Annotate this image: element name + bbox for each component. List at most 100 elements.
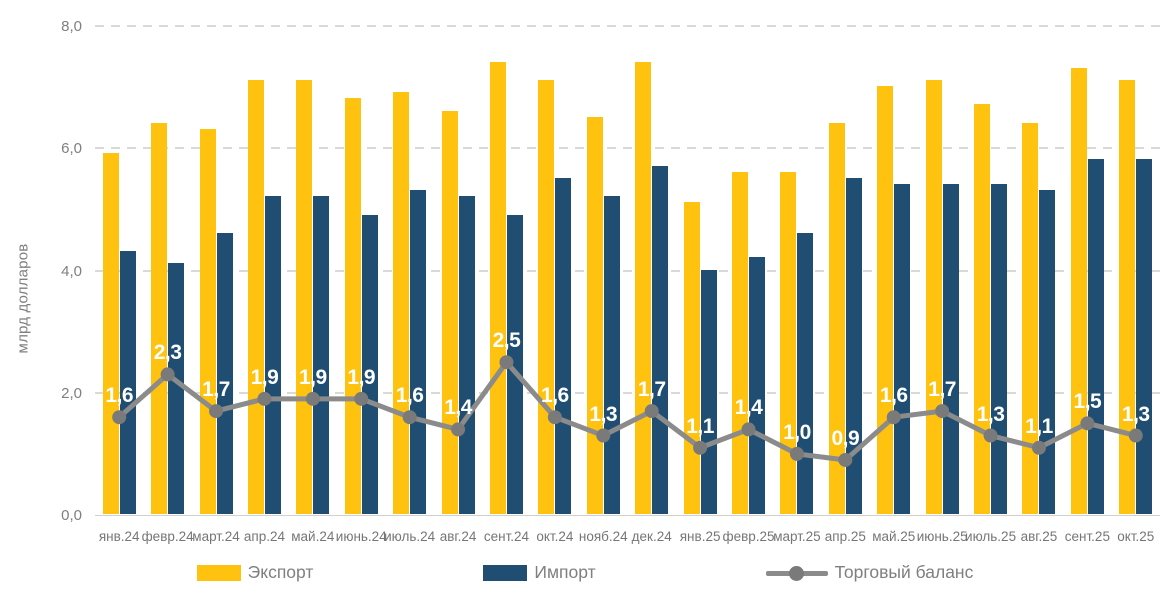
line-marker	[596, 428, 611, 443]
bar-export	[151, 122, 168, 514]
legend: Экспорт Импорт Торговый баланс	[0, 562, 1170, 583]
line-marker	[209, 404, 224, 419]
bar-export	[102, 153, 119, 514]
line-marker	[983, 428, 998, 443]
x-tick-label: окт.25	[1117, 529, 1155, 544]
x-tick-label: июнь.24	[335, 529, 387, 544]
bar-import	[1039, 190, 1056, 514]
y-axis-title: млрд долларов	[14, 243, 32, 354]
bar-export	[780, 171, 797, 514]
x-tick-label: февр.25	[722, 529, 775, 544]
bar-export	[296, 80, 313, 514]
line-marker	[1080, 416, 1095, 431]
line-marker	[789, 446, 804, 461]
gridline-8,0	[95, 25, 1160, 27]
bar-export	[877, 86, 894, 514]
y-tick-label: 0,0	[61, 507, 82, 524]
legend-item-import: Импорт	[483, 562, 596, 583]
balance-data-label: 1,4	[734, 396, 763, 420]
balance-data-label: 1,3	[976, 402, 1005, 426]
bar-import	[845, 177, 862, 514]
bar-import	[168, 263, 185, 514]
x-tick-label: март.24	[192, 529, 240, 544]
bar-export	[247, 80, 264, 514]
bar-import	[216, 232, 233, 514]
bar-export	[828, 122, 845, 514]
bar-import	[749, 257, 766, 514]
bar-export	[199, 128, 216, 514]
bar-import	[1136, 159, 1153, 514]
balance-data-label: 1,6	[879, 384, 908, 408]
bar-export	[1022, 122, 1039, 514]
balance-data-label: 1,4	[444, 396, 472, 420]
gridline-6,0	[95, 147, 1160, 150]
legend-label: Торговый баланс	[834, 562, 974, 582]
bar-import	[361, 214, 378, 514]
x-tick-label: сент.24	[483, 529, 530, 544]
line-marker	[305, 391, 320, 406]
x-tick-label: окт.24	[536, 529, 574, 544]
balance-data-label: 2,3	[153, 341, 182, 365]
bar-export	[1119, 80, 1136, 514]
x-tick-label: нояб.24	[578, 529, 628, 544]
x-tick-label: май.25	[872, 529, 916, 544]
bar-export	[974, 104, 991, 514]
x-tick-label: янв.25	[679, 529, 721, 544]
line-marker	[547, 410, 562, 425]
legend-line-dot	[788, 565, 804, 581]
x-tick-label: июль.24	[384, 529, 436, 544]
balance-data-label: 1,7	[637, 378, 666, 402]
bar-export	[635, 61, 652, 514]
line-marker	[160, 367, 175, 382]
line-marker	[741, 422, 756, 437]
bar-import	[942, 183, 959, 514]
balance-data-label: 0,9	[831, 426, 860, 450]
balance-data-label: 1,9	[250, 365, 279, 389]
x-tick-label: сент.25	[1064, 529, 1110, 544]
legend-line-marker-icon	[765, 565, 828, 581]
x-tick-label: май.24	[291, 529, 335, 544]
y-tick-label: 6,0	[61, 140, 82, 158]
bar-export	[344, 98, 361, 514]
line-marker	[1128, 428, 1143, 443]
gridline-0,0	[95, 515, 1160, 516]
balance-data-label: 1,9	[347, 365, 376, 389]
legend-swatch-icon	[483, 564, 528, 581]
bar-import	[119, 251, 136, 514]
y-tick-label: 8,0	[61, 18, 82, 35]
balance-data-label: 1,7	[928, 378, 956, 402]
balance-data-label: 2,5	[492, 329, 521, 353]
line-marker	[935, 404, 950, 419]
balance-data-label: 1,1	[1025, 414, 1053, 438]
x-tick-label: июль.25	[965, 529, 1017, 544]
y-tick-label: 4,0	[61, 262, 82, 280]
bar-export	[586, 116, 603, 514]
bar-import	[506, 214, 523, 514]
bar-export	[1070, 67, 1087, 514]
line-marker	[693, 440, 708, 455]
line-marker	[354, 391, 369, 406]
bar-import	[313, 196, 330, 514]
line-marker	[838, 452, 853, 467]
legend-label: Импорт	[534, 562, 596, 582]
gridline-2,0	[95, 391, 1160, 394]
legend-label: Экспорт	[247, 562, 314, 582]
legend-swatch-icon	[196, 564, 241, 581]
x-tick-label: апр.25	[824, 529, 866, 544]
balance-data-label: 1,9	[298, 365, 327, 389]
line-marker	[112, 410, 127, 425]
x-tick-label: авг.24	[439, 529, 477, 544]
balance-data-label: 1,6	[541, 384, 569, 408]
bar-import	[555, 177, 572, 514]
bar-export	[393, 92, 410, 514]
bar-import	[264, 196, 281, 514]
balance-data-label: 1,1	[686, 414, 714, 438]
trade-balance-line	[112, 355, 1143, 467]
line-marker	[499, 355, 514, 370]
x-tick-label: март.25	[773, 529, 821, 544]
balance-data-label: 1,3	[589, 402, 618, 426]
x-tick-label: авг.25	[1020, 529, 1058, 544]
x-axis-labels: янв.24 февр.24 март.24 апр.24 май.24 июнь.24 и…	[95, 529, 1160, 547]
bar-import	[894, 183, 911, 514]
bar-import	[797, 232, 814, 514]
